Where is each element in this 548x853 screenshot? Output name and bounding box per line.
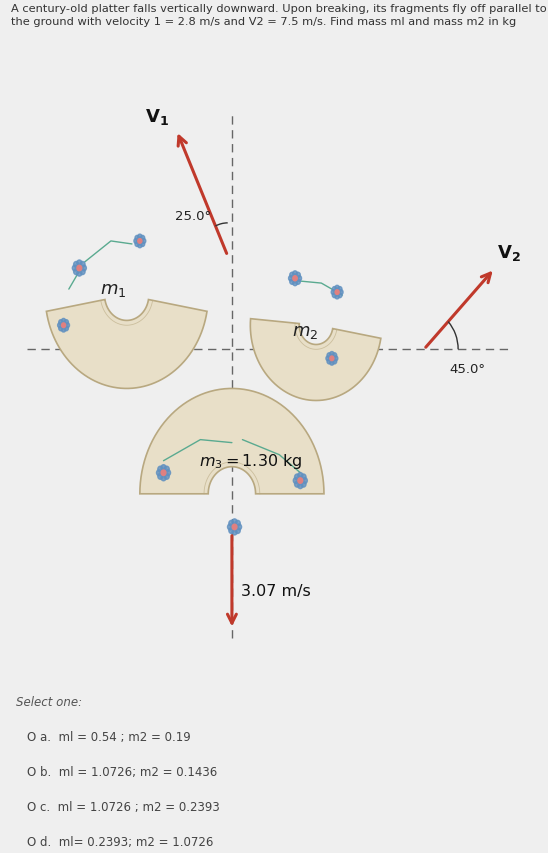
Text: $m_2$: $m_2$ <box>293 323 319 341</box>
Circle shape <box>335 291 339 295</box>
Circle shape <box>335 286 339 291</box>
Circle shape <box>293 276 297 281</box>
Circle shape <box>73 262 79 268</box>
Circle shape <box>229 528 234 534</box>
Circle shape <box>61 319 66 324</box>
Circle shape <box>135 242 139 247</box>
Circle shape <box>298 473 303 479</box>
Text: $\mathbf{V_1}$: $\mathbf{V_1}$ <box>145 107 169 126</box>
Circle shape <box>293 271 298 277</box>
Circle shape <box>330 357 334 361</box>
Circle shape <box>232 530 237 536</box>
Text: O a.  ml = 0.54 ; m2 = 0.19: O a. ml = 0.54 ; m2 = 0.19 <box>27 730 191 743</box>
Circle shape <box>161 471 166 476</box>
Circle shape <box>290 273 294 278</box>
Circle shape <box>301 474 306 480</box>
Circle shape <box>236 525 242 531</box>
Circle shape <box>65 323 70 328</box>
Circle shape <box>297 276 301 281</box>
Circle shape <box>235 528 240 534</box>
Polygon shape <box>250 319 381 401</box>
Circle shape <box>141 239 146 244</box>
Text: 25.0°: 25.0° <box>175 210 212 223</box>
Circle shape <box>327 359 332 364</box>
Circle shape <box>164 467 169 473</box>
Circle shape <box>338 293 342 299</box>
Polygon shape <box>140 389 324 494</box>
Text: $m_3 = 1.30\ \mathrm{kg}$: $m_3 = 1.30\ \mathrm{kg}$ <box>198 452 302 471</box>
Circle shape <box>158 473 163 479</box>
Text: Select one:: Select one: <box>16 695 82 708</box>
Circle shape <box>332 359 336 364</box>
Text: 45.0°: 45.0° <box>449 363 485 376</box>
Circle shape <box>332 293 336 299</box>
Circle shape <box>232 519 237 525</box>
Circle shape <box>77 270 82 276</box>
Circle shape <box>134 239 138 244</box>
Circle shape <box>138 235 142 240</box>
Circle shape <box>335 294 339 299</box>
Circle shape <box>333 357 338 362</box>
Circle shape <box>298 483 303 489</box>
Circle shape <box>138 243 142 248</box>
Circle shape <box>290 280 294 285</box>
Text: O c.  ml = 1.0726 ; m2 = 0.2393: O c. ml = 1.0726 ; m2 = 0.2393 <box>27 800 220 813</box>
Circle shape <box>164 473 169 479</box>
Circle shape <box>158 467 163 473</box>
Circle shape <box>339 290 343 295</box>
Circle shape <box>72 266 77 272</box>
Circle shape <box>58 323 62 328</box>
Circle shape <box>165 470 170 476</box>
Circle shape <box>73 270 79 276</box>
Circle shape <box>157 470 162 476</box>
Circle shape <box>235 520 240 526</box>
Circle shape <box>330 352 334 357</box>
Circle shape <box>140 242 145 247</box>
Circle shape <box>161 465 166 471</box>
Circle shape <box>61 328 66 333</box>
Circle shape <box>295 482 300 488</box>
Circle shape <box>326 357 330 362</box>
Circle shape <box>298 479 302 484</box>
Circle shape <box>64 320 68 325</box>
Text: $\mathbf{V_2}$: $\mathbf{V_2}$ <box>497 243 521 263</box>
Circle shape <box>80 270 85 276</box>
Circle shape <box>327 353 332 358</box>
Circle shape <box>138 240 142 244</box>
Circle shape <box>289 276 293 281</box>
Circle shape <box>302 478 307 484</box>
Text: $m_1$: $m_1$ <box>100 281 127 299</box>
Polygon shape <box>47 300 207 389</box>
Circle shape <box>61 323 66 328</box>
Circle shape <box>81 266 87 272</box>
Circle shape <box>80 262 85 268</box>
Circle shape <box>330 361 334 366</box>
Circle shape <box>229 520 234 526</box>
Circle shape <box>77 266 82 271</box>
Circle shape <box>301 482 306 488</box>
Circle shape <box>161 475 166 481</box>
Circle shape <box>295 273 300 278</box>
Circle shape <box>295 474 300 480</box>
Circle shape <box>135 236 139 241</box>
Text: O b.  ml = 1.0726; m2 = 0.1436: O b. ml = 1.0726; m2 = 0.1436 <box>27 765 217 778</box>
Circle shape <box>59 327 63 332</box>
Circle shape <box>59 320 63 325</box>
Circle shape <box>293 478 299 484</box>
Circle shape <box>332 353 336 358</box>
Circle shape <box>293 281 298 287</box>
Circle shape <box>232 525 237 530</box>
Circle shape <box>227 525 233 531</box>
Circle shape <box>64 327 68 332</box>
Text: A century-old platter falls vertically downward. Upon breaking, its fragments fl: A century-old platter falls vertically d… <box>11 4 547 27</box>
Circle shape <box>338 287 342 293</box>
Circle shape <box>140 236 145 241</box>
Circle shape <box>77 261 82 267</box>
Text: O d.  ml= 0.2393; m2 = 1.0726: O d. ml= 0.2393; m2 = 1.0726 <box>27 835 213 848</box>
Text: 3.07 m/s: 3.07 m/s <box>241 583 311 598</box>
Circle shape <box>331 290 335 295</box>
Circle shape <box>295 280 300 285</box>
Circle shape <box>332 287 336 293</box>
